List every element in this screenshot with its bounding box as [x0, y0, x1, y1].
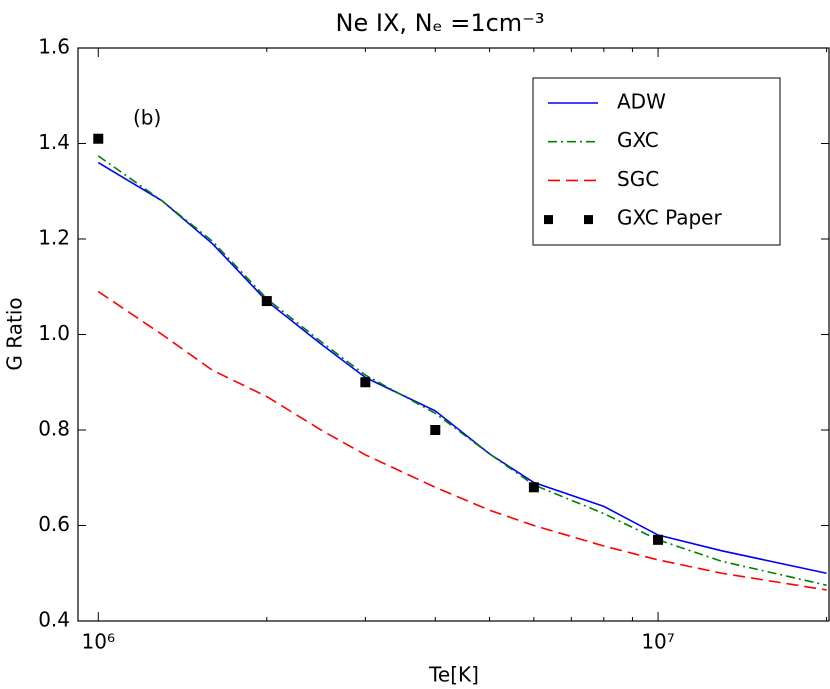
y-tick-label: 1.2	[38, 226, 70, 250]
annotation: (b)	[133, 106, 161, 130]
x-axis-label: Te[K]	[428, 663, 479, 687]
y-tick-label: 1.4	[38, 130, 70, 154]
y-tick-label: 0.4	[38, 608, 70, 632]
chart-title: Ne IX, Nₑ =1cm⁻³	[336, 9, 545, 37]
legend-label: GXC	[617, 128, 659, 152]
legend-label: ADW	[617, 90, 666, 114]
plot-frame	[77, 47, 830, 622]
legend-box	[532, 77, 781, 246]
legend-label: SGC	[617, 167, 659, 191]
legend-swatch	[544, 215, 553, 225]
marker	[430, 425, 441, 435]
legend-label: GXC Paper	[617, 206, 722, 230]
y-tick-label: 1.0	[38, 321, 70, 345]
line	[97, 290, 827, 591]
y-tick-label: 0.8	[38, 417, 70, 441]
marker	[360, 377, 371, 388]
y-tick-label: 0.6	[38, 512, 70, 536]
marker	[261, 296, 272, 307]
line	[97, 155, 827, 586]
legend-swatch	[584, 215, 593, 225]
marker	[93, 133, 104, 144]
x-tick-label: 10⁶	[82, 630, 115, 654]
y-axis-label: G Ratio	[3, 297, 27, 370]
marker	[653, 534, 664, 545]
x-tick-label: 10⁷	[641, 630, 674, 654]
marker	[528, 482, 539, 493]
y-tick-label: 1.6	[38, 35, 70, 59]
